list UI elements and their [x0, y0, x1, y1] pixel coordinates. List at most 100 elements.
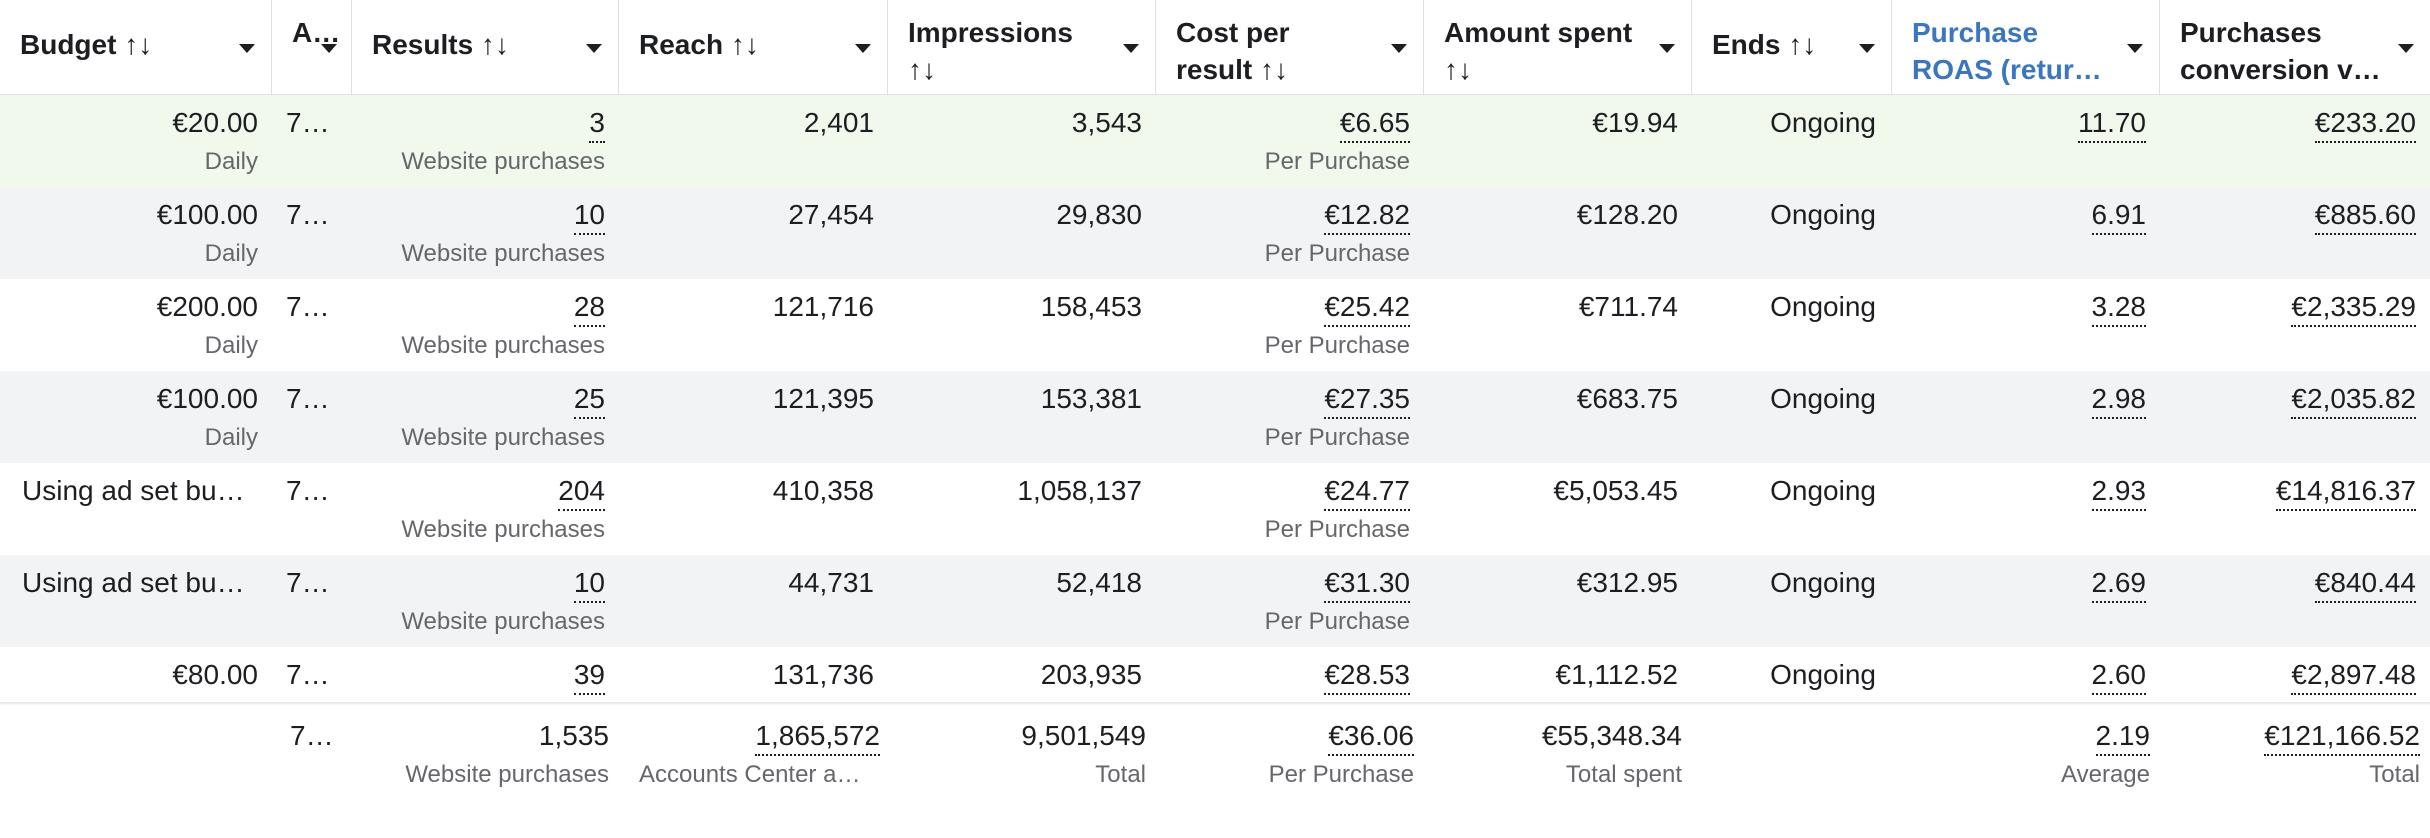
chevron-down-icon[interactable] — [2398, 44, 2414, 53]
cost-per-result-value[interactable]: €6.65 — [1339, 105, 1410, 143]
cost-per-result-value[interactable]: €24.77 — [1324, 473, 1410, 511]
budget-cell[interactable]: €100.00 Daily — [0, 371, 272, 463]
table-body: €20.00 Daily 7-day click or 1-day view 3 Web… — [0, 95, 2430, 739]
purchases-cv-value[interactable]: €885.60 — [2314, 197, 2416, 235]
purchase-roas-value[interactable]: 11.70 — [2078, 105, 2146, 143]
results-value[interactable]: 10 — [573, 565, 605, 603]
column-header-attribution[interactable]: Attribution setting — [272, 0, 352, 94]
budget-cell[interactable]: €200.00 Daily — [0, 279, 272, 371]
table-row[interactable]: €200.00 Daily 7-day click or 1-day view 28 W… — [0, 279, 2430, 371]
attribution-cell: 7-day click or 1-day view — [272, 187, 352, 279]
column-header-reach[interactable]: Reach ↑↓ — [619, 0, 888, 94]
column-header-budget[interactable]: Budget ↑↓ — [0, 0, 272, 94]
column-header-cost-per-result[interactable]: Cost per result ↑↓ — [1156, 0, 1424, 94]
cost-per-result-cell: €24.77 Per Purchase — [1156, 463, 1424, 555]
amount-spent-value: €5,053.45 — [1553, 475, 1678, 506]
purchases-cv-cell: €233.20 — [2160, 95, 2430, 187]
chevron-down-icon[interactable] — [1391, 44, 1407, 53]
column-label-amount-spent: Amount spent — [1444, 17, 1633, 48]
budget-value: Using ad set budget — [22, 475, 258, 506]
chevron-down-icon[interactable] — [2127, 44, 2143, 53]
column-label-ends: Ends ↑↓ — [1712, 29, 1817, 60]
purchases-cv-cell: €2,897.48 — [2160, 647, 2430, 739]
purchase-roas-value[interactable]: 6.91 — [2091, 197, 2146, 235]
chevron-down-icon[interactable] — [1859, 44, 1875, 53]
budget-value: Using ad set budget — [22, 567, 258, 598]
purchase-roas-value[interactable]: 2.60 — [2091, 657, 2146, 695]
budget-cell[interactable]: Using ad set budget — [0, 463, 272, 555]
totals-reach[interactable]: 1,865,572 — [755, 718, 880, 756]
purchase-roas-value[interactable]: 2.93 — [2091, 473, 2146, 511]
column-header-purchase-roas[interactable]: Purchase ROAS (return on ad spend) — [1892, 0, 2160, 94]
attribution-value: 7-day click or 1-day view — [286, 659, 332, 690]
amount-spent-cell: €312.95 — [1424, 555, 1692, 647]
purchases-cv-value[interactable]: €2,897.48 — [2291, 657, 2416, 695]
table-row[interactable]: Using ad set budget 7-day click or 1-day … — [0, 463, 2430, 555]
ends-cell: Ongoing — [1692, 555, 1892, 647]
cost-per-result-type: Per Purchase — [1264, 148, 1410, 175]
cost-per-result-value[interactable]: €25.42 — [1324, 289, 1410, 327]
purchases-cv-value[interactable]: €14,816.37 — [2275, 473, 2416, 511]
amount-spent-cell: €711.74 — [1424, 279, 1692, 371]
purchases-cv-value[interactable]: €2,335.29 — [2291, 289, 2416, 327]
totals-purchases-cv[interactable]: €121,166.52 — [2264, 718, 2420, 756]
column-label-purchase-roas-line2: ROAS (return on ad spend) — [1912, 54, 2113, 85]
results-value[interactable]: 28 — [573, 289, 605, 327]
table-row[interactable]: Using ad set budget 7-day click or 1-day … — [0, 555, 2430, 647]
purchases-cv-value[interactable]: €840.44 — [2314, 565, 2416, 603]
chevron-down-icon[interactable] — [1659, 44, 1675, 53]
cost-per-result-value[interactable]: €28.53 — [1324, 657, 1410, 695]
chevron-down-icon[interactable] — [239, 44, 255, 53]
cost-per-result-value[interactable]: €12.82 — [1324, 197, 1410, 235]
ends-value: Ongoing — [1770, 475, 1876, 506]
cost-per-result-value[interactable]: €31.30 — [1324, 565, 1410, 603]
reach-cell: 410,358 — [619, 463, 888, 555]
budget-cell[interactable]: Using ad set budget — [0, 555, 272, 647]
results-cell: 39 — [352, 647, 619, 739]
table-header: Budget ↑↓ Attribution setting Results ↑↓… — [0, 0, 2430, 95]
column-label-attribution: Attribution setting — [292, 17, 345, 48]
reach-value: 27,454 — [788, 199, 874, 230]
purchase-roas-value[interactable]: 3.28 — [2091, 289, 2146, 327]
amount-spent-value: €683.75 — [1576, 383, 1678, 414]
purchase-roas-value[interactable]: 2.69 — [2091, 565, 2146, 603]
totals-budget-cell — [0, 706, 272, 838]
chevron-down-icon[interactable] — [321, 44, 337, 53]
results-value[interactable]: 204 — [558, 473, 605, 511]
column-label-cost-per-result-line1: Cost per — [1176, 17, 1290, 48]
totals-impressions: 9,501,549 — [1021, 720, 1146, 751]
results-value[interactable]: 3 — [589, 105, 605, 143]
purchases-cv-value[interactable]: €233.20 — [2314, 105, 2416, 143]
column-header-ends[interactable]: Ends ↑↓ — [1692, 0, 1892, 94]
totals-roas[interactable]: 2.19 — [2095, 718, 2150, 756]
purchases-cv-value[interactable]: €2,035.82 — [2291, 381, 2416, 419]
column-header-amount-spent[interactable]: Amount spent ↑↓ — [1424, 0, 1692, 94]
purchase-roas-value[interactable]: 2.98 — [2091, 381, 2146, 419]
chevron-down-icon[interactable] — [586, 44, 602, 53]
chevron-down-icon[interactable] — [855, 44, 871, 53]
totals-purchases-cv-label: Total — [2369, 761, 2420, 788]
table-row[interactable]: €20.00 Daily 7-day click or 1-day view 3 Web… — [0, 95, 2430, 187]
results-value[interactable]: 10 — [573, 197, 605, 235]
results-value[interactable]: 39 — [573, 657, 605, 695]
purchase-roas-cell: 2.69 — [1892, 555, 2160, 647]
amount-spent-value: €128.20 — [1576, 199, 1678, 230]
column-header-impressions[interactable]: Impressions ↑↓ — [888, 0, 1156, 94]
totals-impressions-cell: 9,501,549 Total — [888, 706, 1156, 838]
results-value[interactable]: 25 — [573, 381, 605, 419]
totals-cost-per-result-cell: €36.06 Per Purchase — [1156, 706, 1424, 838]
totals-cost-per-result[interactable]: €36.06 — [1328, 718, 1414, 756]
cost-per-result-type: Per Purchase — [1264, 516, 1410, 543]
table-row[interactable]: €100.00 Daily 7-day click or 1-day view 10 W… — [0, 187, 2430, 279]
chevron-down-icon[interactable] — [1123, 44, 1139, 53]
cost-per-result-value[interactable]: €27.35 — [1324, 381, 1410, 419]
table-row[interactable]: €100.00 Daily 7-day click or 1-day view 25 W… — [0, 371, 2430, 463]
results-type: Website purchases — [401, 424, 605, 451]
budget-value: €100.00 — [156, 199, 258, 230]
column-header-purchases-conversion-value[interactable]: Purchases conversion value — [2160, 0, 2430, 94]
budget-cell[interactable]: €20.00 Daily — [0, 95, 272, 187]
budget-cell[interactable]: €100.00 Daily — [0, 187, 272, 279]
impressions-cell: 3,543 — [888, 95, 1156, 187]
ends-cell: Ongoing — [1692, 647, 1892, 739]
column-header-results[interactable]: Results ↑↓ — [352, 0, 619, 94]
